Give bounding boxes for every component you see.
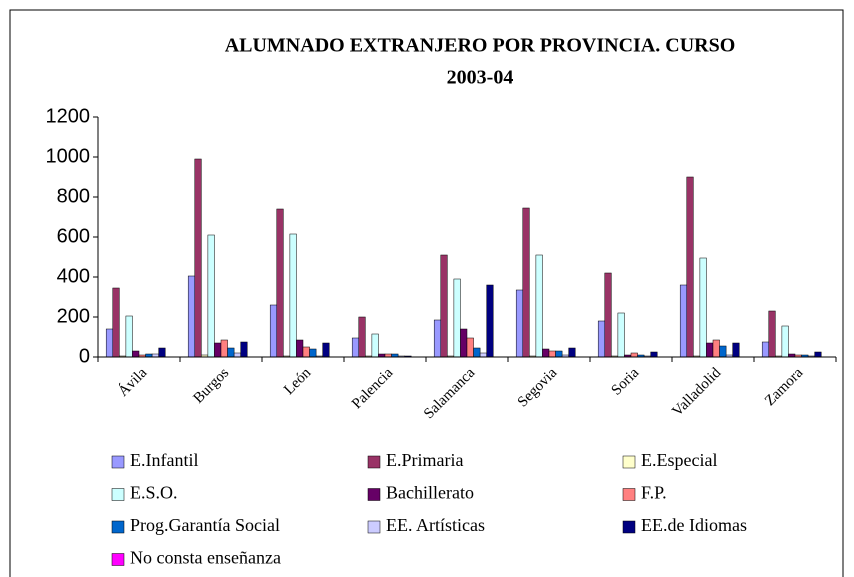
bar	[358, 316, 366, 358]
bar	[568, 347, 576, 358]
bar	[604, 272, 612, 358]
bar	[712, 339, 720, 358]
legend-swatch	[622, 455, 636, 469]
bar	[542, 348, 550, 358]
bar	[220, 339, 228, 358]
bar	[650, 351, 658, 358]
legend-label: EE. Artísticas	[386, 515, 485, 535]
bar	[732, 342, 740, 358]
legend-swatch	[111, 488, 125, 501]
bar	[617, 312, 625, 358]
bar	[322, 342, 330, 358]
bar	[269, 304, 278, 358]
chart-title: 2003-04	[447, 67, 514, 89]
bar	[158, 347, 166, 358]
bar	[706, 342, 714, 358]
legend-swatch	[622, 488, 636, 501]
bar	[453, 278, 461, 358]
legend-label: Bachillerato	[386, 483, 474, 503]
bar	[440, 254, 448, 358]
bar	[460, 328, 468, 358]
bar	[187, 275, 196, 358]
bar	[679, 284, 688, 358]
bar	[371, 333, 379, 358]
bar	[233, 352, 241, 358]
bar	[112, 287, 120, 358]
legend-swatch	[111, 520, 125, 534]
legend-label: E.S.O.	[130, 483, 178, 503]
bar	[302, 346, 310, 358]
bar	[296, 339, 304, 358]
bar	[132, 350, 140, 358]
bar	[522, 207, 530, 358]
bar	[433, 319, 442, 358]
legend-swatch	[367, 488, 381, 501]
legend-swatch	[622, 520, 636, 534]
y-tick-label: 200	[57, 305, 90, 327]
bar	[289, 233, 297, 358]
bar	[240, 341, 248, 358]
bar	[535, 254, 543, 358]
bar	[207, 234, 215, 358]
bar	[125, 315, 133, 358]
y-tick-label: 800	[57, 185, 90, 207]
bar	[768, 310, 776, 358]
bar	[761, 341, 770, 358]
bar	[214, 342, 222, 358]
bar	[473, 347, 481, 358]
legend-swatch	[367, 455, 381, 469]
y-tick-label: 1200	[46, 105, 91, 127]
y-tick-label: 1000	[46, 145, 91, 167]
legend-label: E.Especial	[641, 450, 717, 470]
bar	[194, 158, 202, 358]
y-tick-label: 400	[57, 265, 90, 287]
legend-label: F.P.	[641, 483, 667, 503]
bar	[719, 345, 727, 358]
legend-swatch	[111, 553, 125, 566]
bar	[630, 352, 638, 358]
bar	[351, 337, 360, 358]
bar	[686, 176, 694, 358]
legend-label: Prog.Garantía Social	[130, 515, 280, 535]
legend-label: EE.de Idiomas	[641, 515, 747, 535]
bar	[276, 208, 284, 358]
bar	[597, 320, 606, 358]
bar	[309, 348, 317, 358]
bar	[105, 328, 114, 358]
bar	[227, 347, 235, 358]
legend-label: E.Infantil	[130, 450, 198, 470]
y-tick-label: 600	[57, 225, 90, 247]
bar	[555, 350, 563, 358]
legend-swatch	[367, 520, 381, 534]
bar	[479, 352, 487, 358]
bar	[814, 351, 822, 358]
bar	[466, 337, 474, 358]
bar	[486, 284, 494, 358]
bar	[548, 350, 556, 358]
chart-title: ALUMNADO EXTRANJERO POR PROVINCIA. CURSO	[225, 35, 736, 57]
legend-label: E.Primaria	[386, 450, 463, 470]
bar	[781, 325, 789, 358]
bar	[515, 289, 524, 358]
legend-label: No consta enseñanza	[130, 548, 281, 568]
y-tick-label: 0	[79, 345, 90, 367]
legend-swatch	[111, 455, 125, 469]
bar	[699, 257, 707, 358]
